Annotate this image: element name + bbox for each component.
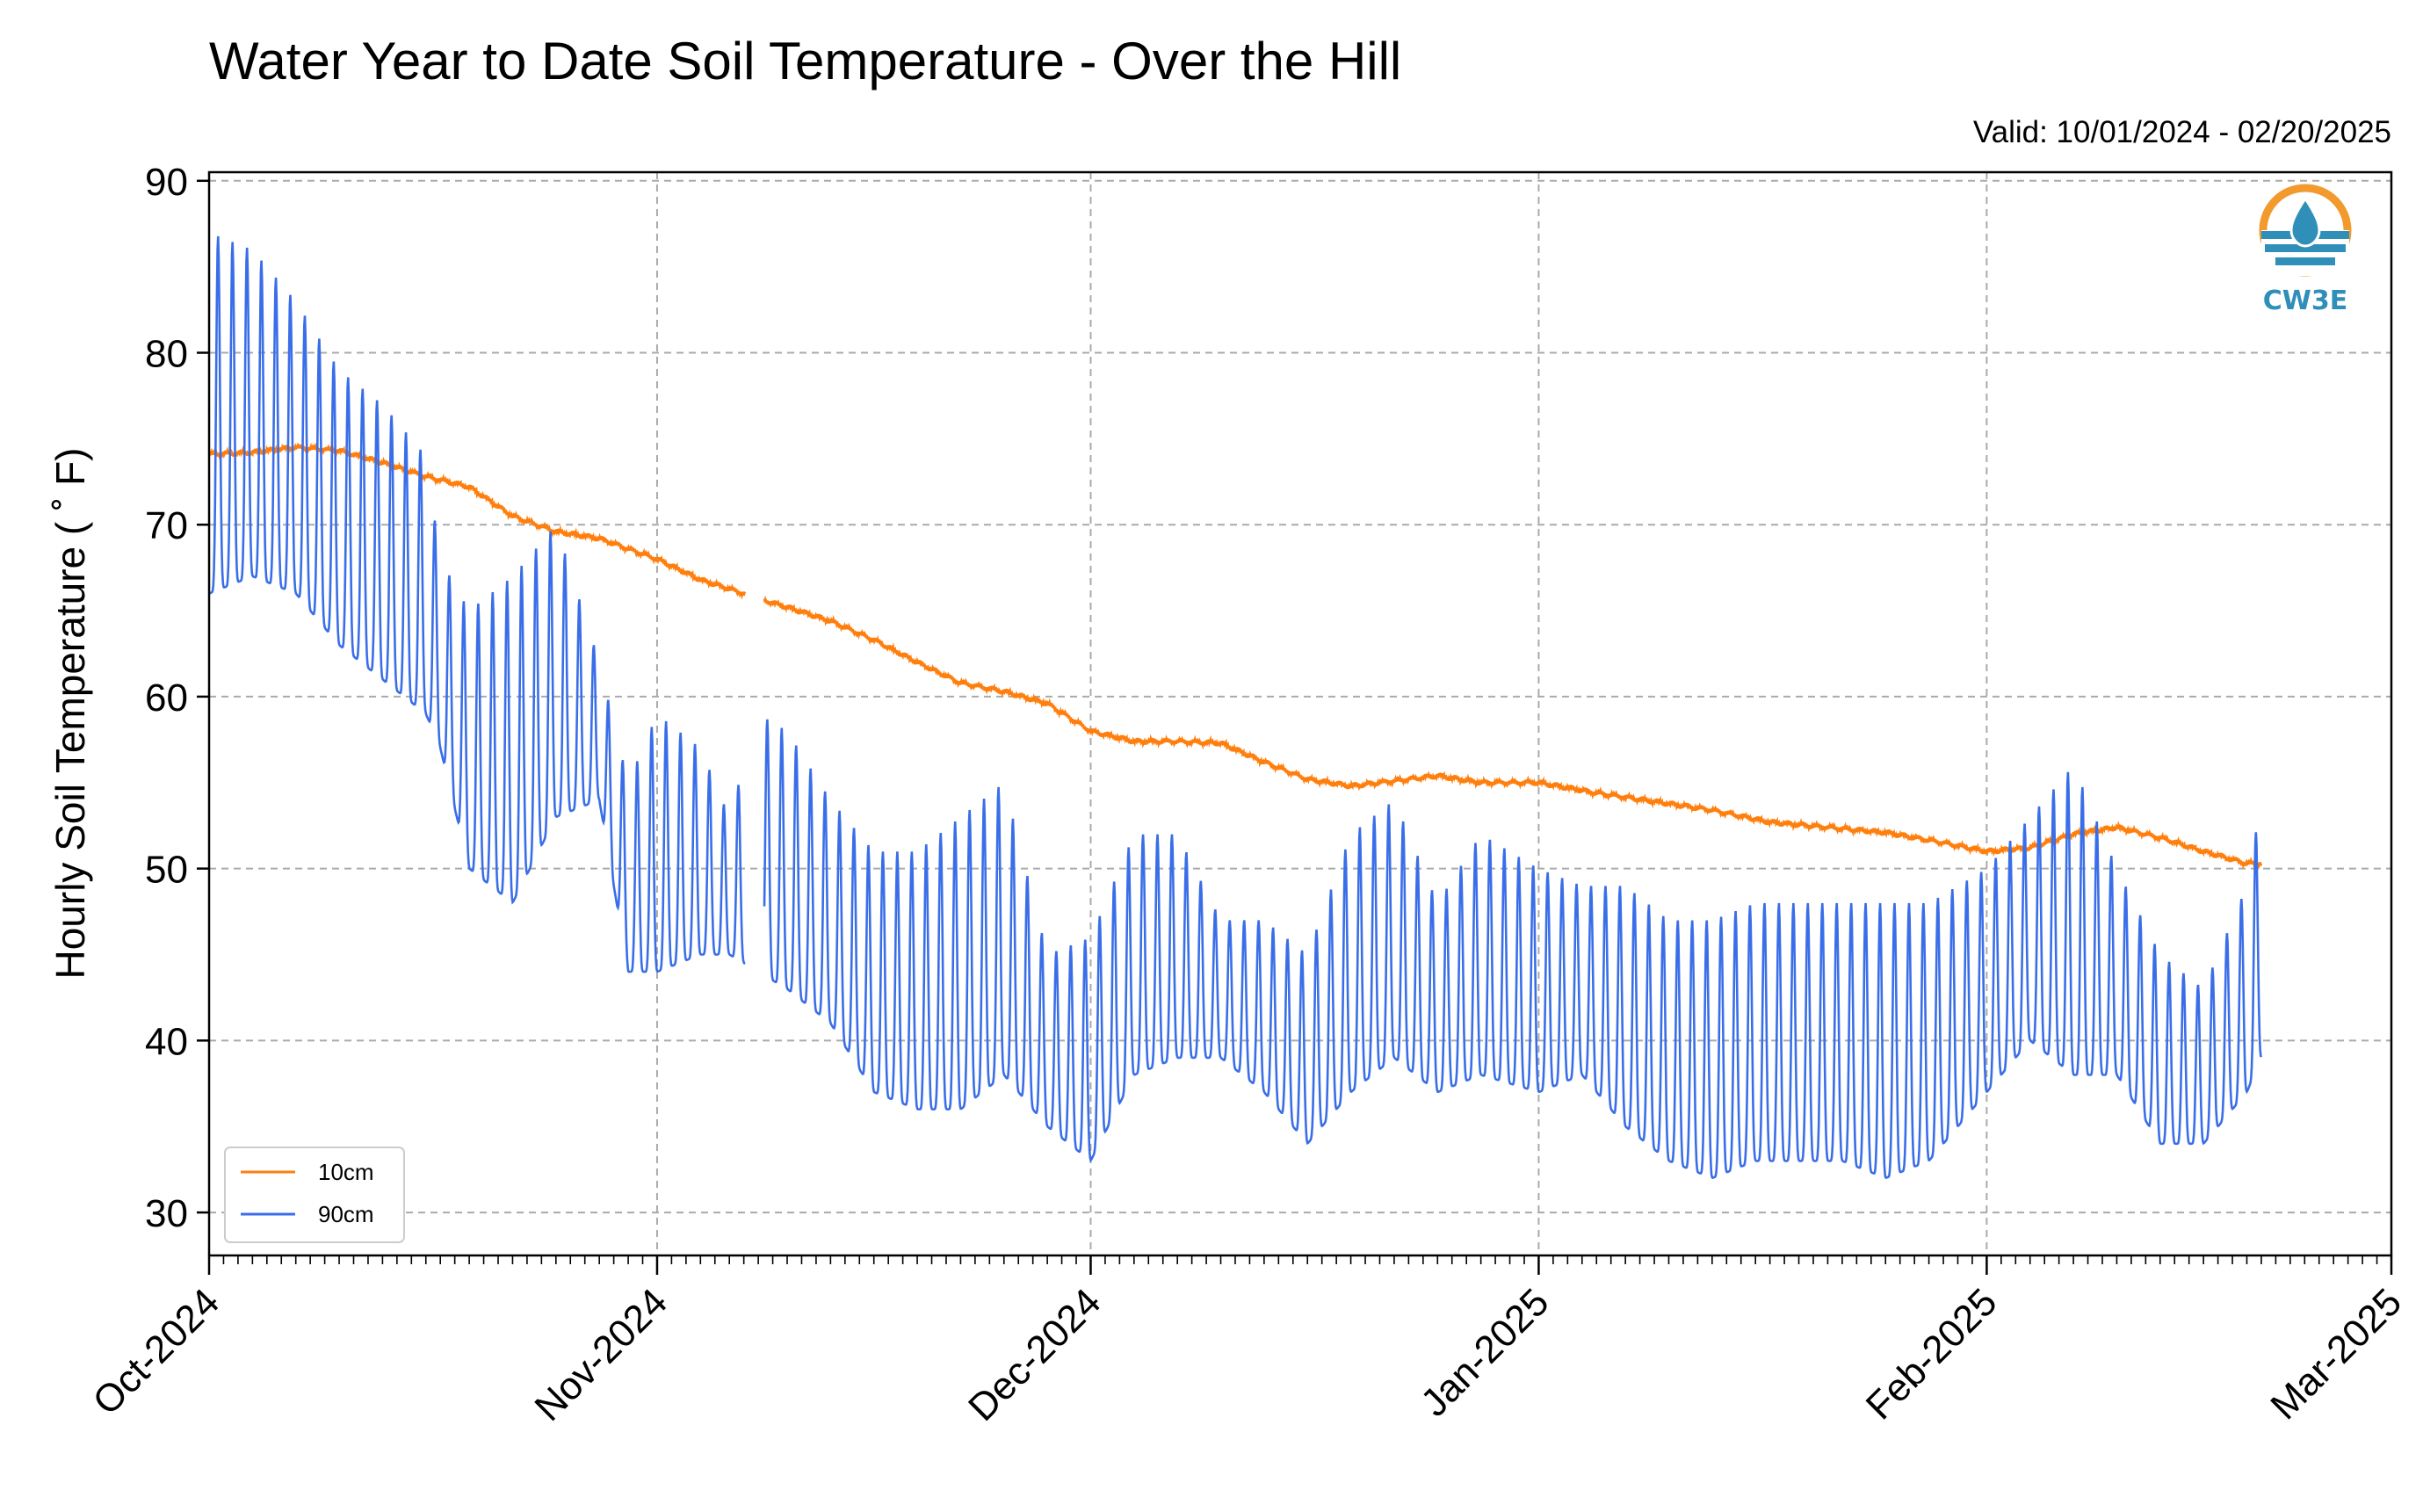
y-tick-label: 70 bbox=[145, 504, 188, 547]
cw3e-logo: CW3E bbox=[2259, 184, 2352, 316]
y-axis-label: Hourly Soil Temperature ( ˚ F) bbox=[47, 448, 93, 980]
logo-text: CW3E bbox=[2263, 286, 2347, 316]
series-line-90cm bbox=[208, 235, 2263, 1180]
y-tick-label: 40 bbox=[145, 1020, 188, 1063]
water-drop-icon bbox=[2289, 196, 2321, 248]
legend-label-90cm: 90cm bbox=[318, 1201, 374, 1227]
valid-date-range: Valid: 10/01/2024 - 02/20/2025 bbox=[1973, 115, 2391, 149]
y-tick-label: 60 bbox=[145, 676, 188, 720]
legend-label-10cm: 10cm bbox=[318, 1159, 374, 1185]
y-tick-label: 50 bbox=[145, 849, 188, 892]
y-tick-label: 80 bbox=[145, 333, 188, 376]
logo-wave-3 bbox=[2275, 257, 2335, 265]
plot-frame bbox=[207, 170, 2393, 1257]
series-layer bbox=[207, 235, 2263, 1180]
grid bbox=[208, 172, 2392, 1255]
legend-box bbox=[224, 1147, 405, 1243]
series-line-10cm bbox=[207, 442, 2263, 871]
logo-wave-2 bbox=[2265, 244, 2346, 252]
legend: 10cm 90cm bbox=[224, 1147, 405, 1243]
chart-title: Water Year to Date Soil Temperature - Ov… bbox=[209, 32, 1401, 90]
y-tick-label: 30 bbox=[145, 1192, 188, 1235]
y-tick-label: 90 bbox=[145, 161, 188, 204]
